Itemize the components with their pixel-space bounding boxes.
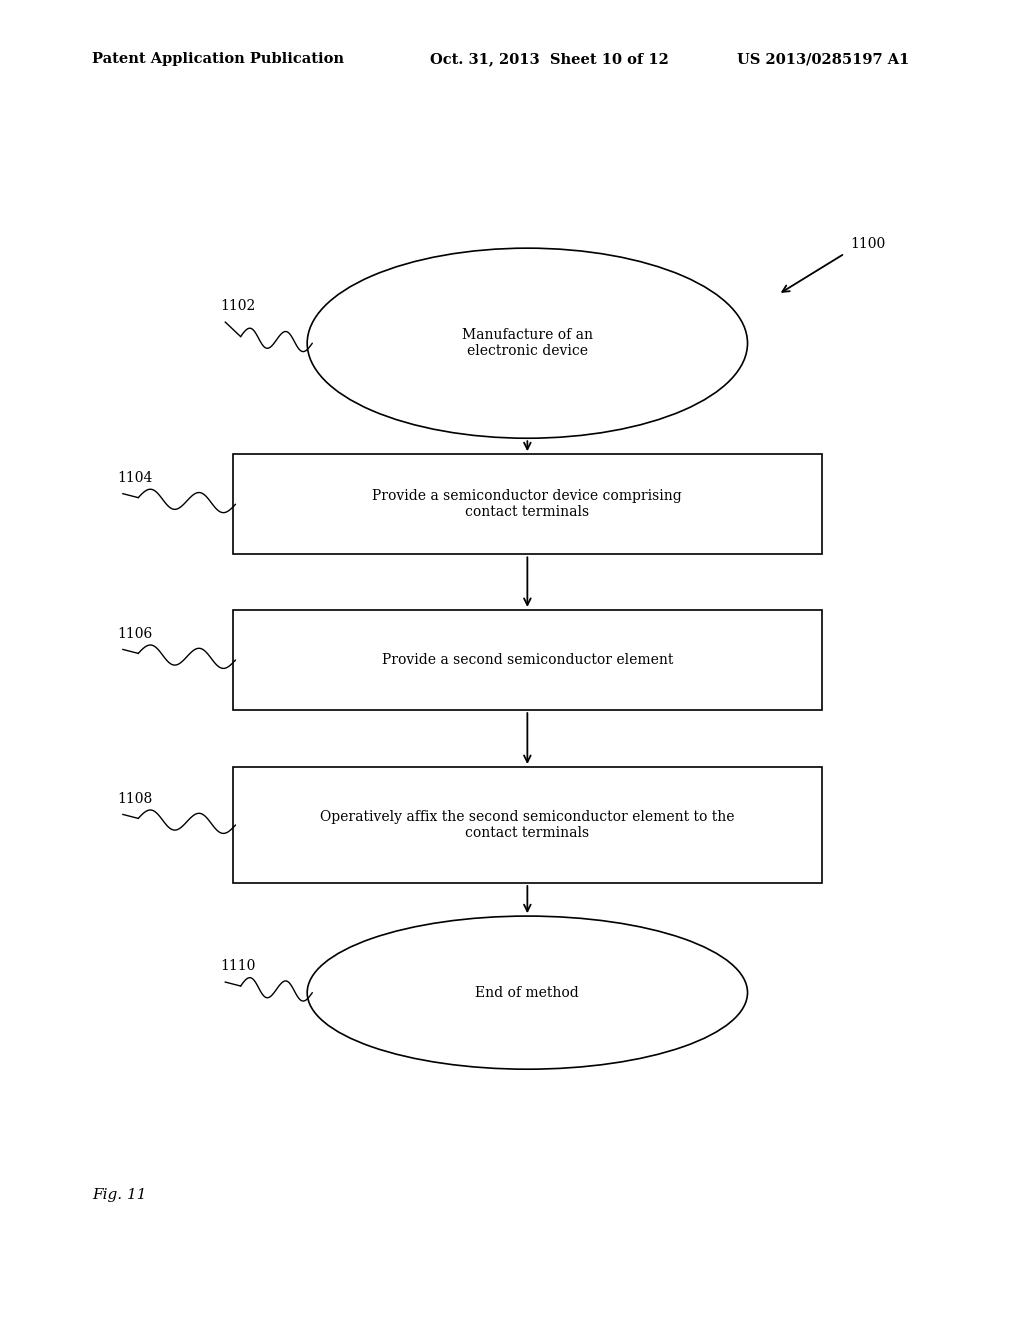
Text: 1100: 1100 <box>850 238 885 251</box>
Text: Operatively affix the second semiconductor element to the
contact terminals: Operatively affix the second semiconduct… <box>321 810 734 840</box>
Text: 1108: 1108 <box>118 792 153 805</box>
Text: Patent Application Publication: Patent Application Publication <box>92 53 344 66</box>
Text: Oct. 31, 2013  Sheet 10 of 12: Oct. 31, 2013 Sheet 10 of 12 <box>430 53 669 66</box>
Text: Manufacture of an
electronic device: Manufacture of an electronic device <box>462 329 593 358</box>
Text: 1104: 1104 <box>118 471 154 484</box>
Text: Provide a semiconductor device comprising
contact terminals: Provide a semiconductor device comprisin… <box>373 490 682 519</box>
Text: 1102: 1102 <box>220 300 255 313</box>
Bar <box>233 767 821 883</box>
Text: End of method: End of method <box>475 986 580 999</box>
Text: US 2013/0285197 A1: US 2013/0285197 A1 <box>737 53 909 66</box>
Ellipse shape <box>307 916 748 1069</box>
Ellipse shape <box>307 248 748 438</box>
Bar <box>233 610 821 710</box>
Text: Fig. 11: Fig. 11 <box>92 1188 146 1201</box>
Text: 1110: 1110 <box>220 960 256 973</box>
Text: 1106: 1106 <box>118 627 153 640</box>
Bar <box>233 454 821 554</box>
Text: Provide a second semiconductor element: Provide a second semiconductor element <box>382 653 673 667</box>
